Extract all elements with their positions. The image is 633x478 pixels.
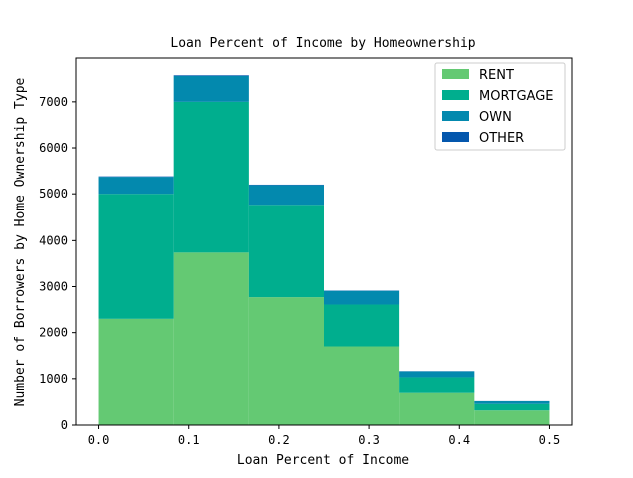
y-tick-label: 0 (61, 418, 68, 432)
plot-frame (75, 57, 573, 426)
bar-own-bin-4 (399, 371, 475, 378)
y-tick-label: 1000 (39, 372, 68, 386)
bar-mortgage-bin-4 (399, 377, 475, 393)
y-tick-label: 5000 (39, 187, 68, 201)
bar-rent-bin-5 (474, 410, 550, 425)
bars-layer (98, 75, 550, 425)
y-tick-label: 7000 (39, 95, 68, 109)
legend-label-other: OTHER (479, 131, 524, 146)
bar-other-bin-1 (173, 75, 249, 77)
legend-label-mortgage: MORTGAGE (479, 89, 554, 104)
bar-rent-bin-4 (399, 392, 475, 425)
bar-mortgage-bin-1 (173, 101, 249, 253)
legend-swatch-own (442, 111, 469, 121)
chart-title: Loan Percent of Income by Homeownership (170, 36, 475, 51)
legend-swatch-other (442, 132, 469, 142)
bar-mortgage-bin-5 (474, 403, 550, 411)
y-tick-label: 4000 (39, 233, 68, 247)
y-axis: 0 1000 2000 3000 4000 5000 6000 7000 (39, 95, 76, 432)
x-tick-label: 0.5 (539, 433, 561, 447)
bar-rent-bin-2 (248, 297, 324, 425)
legend: RENT MORTGAGE OWN OTHER (434, 62, 566, 151)
x-tick-label: 0.3 (358, 433, 380, 447)
x-axis: 0.0 0.1 0.2 0.3 0.4 0.5 (88, 425, 561, 447)
bar-rent-bin-3 (324, 346, 400, 425)
legend-swatch-mortgage (442, 90, 469, 100)
bar-own-bin-5 (474, 400, 550, 404)
y-tick-label: 2000 (39, 326, 68, 340)
bar-own-bin-2 (248, 185, 324, 206)
legend-swatch-rent (442, 69, 469, 79)
y-axis-label: Number of Borrowers by Home Ownership Ty… (13, 77, 28, 406)
x-tick-label: 0.1 (178, 433, 200, 447)
x-tick-label: 0.2 (268, 433, 290, 447)
bar-mortgage-bin-0 (98, 194, 174, 319)
x-tick-label: 0.4 (448, 433, 470, 447)
legend-label-rent: RENT (479, 68, 514, 83)
bar-mortgage-bin-2 (248, 205, 324, 298)
legend-box (434, 62, 566, 151)
legend-label-own: OWN (479, 110, 512, 125)
y-tick-label: 6000 (39, 141, 68, 155)
x-axis-label: Loan Percent of Income (237, 453, 409, 468)
bar-own-bin-3 (324, 290, 400, 305)
bar-own-bin-1 (173, 76, 249, 102)
y-tick-label: 3000 (39, 280, 68, 294)
bar-mortgage-bin-3 (324, 304, 400, 347)
bar-own-bin-0 (98, 177, 174, 195)
bar-rent-bin-0 (98, 318, 174, 425)
x-tick-label: 0.0 (88, 433, 110, 447)
bar-rent-bin-1 (173, 252, 249, 425)
